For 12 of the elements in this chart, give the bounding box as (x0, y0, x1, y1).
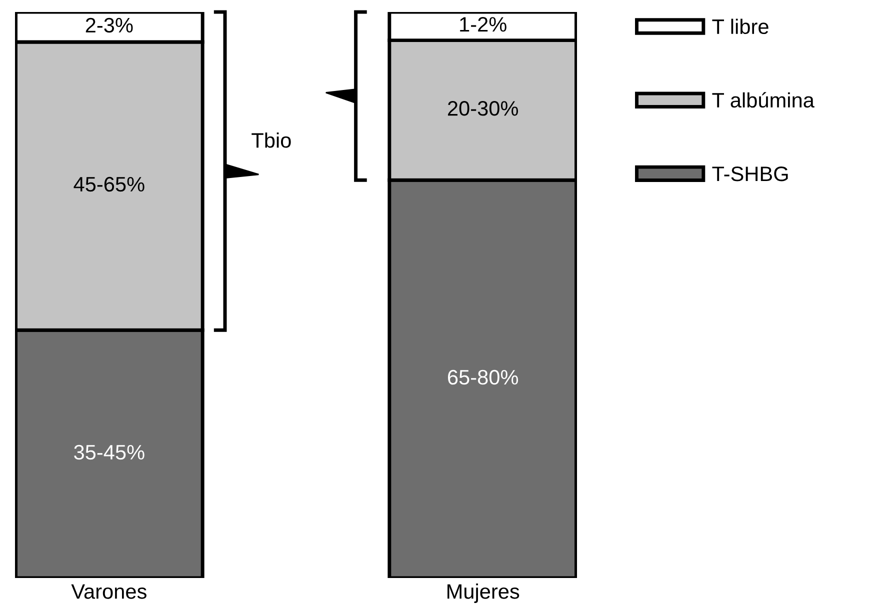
annotation: 20-30% (448, 101, 518, 116)
x-tick-label: Varones (71, 584, 146, 599)
legend-label: T-SHBG (712, 166, 788, 182)
legend-label: T albúmina (712, 92, 814, 108)
x-tick-label: Mujeres (448, 584, 520, 603)
annotation: 35-45% (74, 444, 144, 460)
legend-label: T libre (712, 18, 768, 34)
annotation: 65-80% (448, 370, 518, 385)
annotation: 45-65% (74, 176, 144, 192)
annotation: 1-2% (460, 16, 506, 32)
annotation: Tbio (252, 132, 291, 148)
annotation: 2-3% (86, 18, 133, 33)
